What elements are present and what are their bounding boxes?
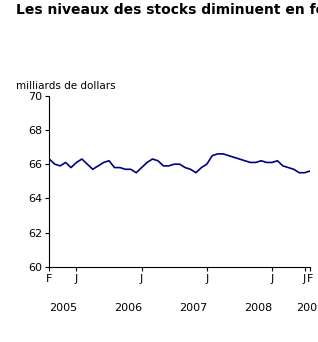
Text: Les niveaux des stocks diminuent en février: Les niveaux des stocks diminuent en févr… <box>16 3 318 17</box>
Text: milliards de dollars: milliards de dollars <box>16 81 115 91</box>
